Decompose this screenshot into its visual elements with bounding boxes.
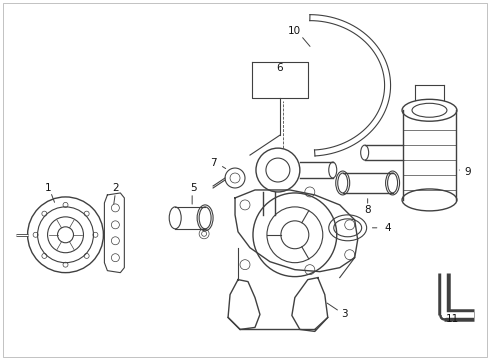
Text: 4: 4 xyxy=(384,223,391,233)
Text: 7: 7 xyxy=(210,158,217,168)
Text: 2: 2 xyxy=(112,183,119,193)
Circle shape xyxy=(440,311,449,320)
Text: 10: 10 xyxy=(288,26,301,36)
Text: 3: 3 xyxy=(342,310,348,319)
Text: 8: 8 xyxy=(365,205,371,215)
Text: 6: 6 xyxy=(276,63,283,73)
Text: 5: 5 xyxy=(190,183,196,193)
Text: 9: 9 xyxy=(464,167,471,177)
Text: 11: 11 xyxy=(446,314,459,324)
Text: 1: 1 xyxy=(45,183,52,193)
Circle shape xyxy=(442,314,446,318)
